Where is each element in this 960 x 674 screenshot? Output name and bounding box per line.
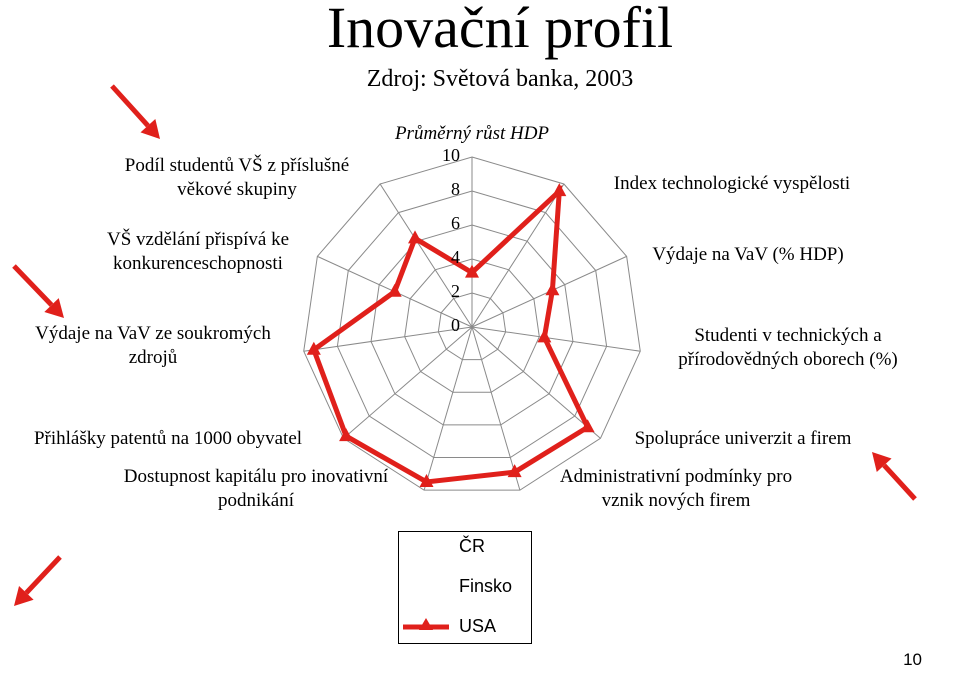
grid-spoke [303, 326, 473, 352]
grid-spoke [471, 326, 521, 491]
axis-label: Dostupnost kapitálu pro inovativní podnik… [124, 465, 388, 513]
grid-ring [437, 292, 507, 361]
grid-spoke [379, 183, 473, 328]
data-point [580, 419, 595, 433]
axis-label-line: Administrativní podmínky pro [559, 466, 793, 487]
axis-label-line: Průměrný růst HDP [394, 123, 550, 144]
axis-label: Výdaje na VaV (% HDP) [652, 243, 843, 267]
axis-label-line: Spolupráce univerzit a firem [634, 428, 852, 449]
tick-label: 10 [442, 145, 460, 165]
arrow-shaft [24, 555, 62, 595]
axis-label-line: konkurenceschopnosti [113, 253, 283, 274]
arrow-head [872, 452, 892, 473]
grid-ring [303, 156, 641, 491]
axis-label-line: Dostupnost kapitálu pro inovativní [123, 466, 389, 487]
arrow-shaft [110, 84, 150, 128]
radar-series [306, 183, 595, 487]
data-point [465, 264, 479, 278]
grid-spoke [343, 326, 473, 439]
grid-spoke [471, 326, 601, 439]
data-point [507, 464, 522, 478]
axis-label: Podíl studentů VŠ z příslušné věkové skup… [125, 154, 350, 202]
axis-label: Přihlášky patentů na 1000 obyvatel [34, 427, 302, 451]
axis-label-line: Studenti v technických a [694, 325, 882, 346]
axis-label-line: Výdaje na VaV ze soukromých [35, 323, 271, 344]
axis-label-line: Index technologické vyspělosti [613, 173, 851, 194]
arrow-head [14, 586, 34, 606]
tick-label: 6 [451, 213, 460, 233]
legend-item-cr: ČR [459, 536, 485, 556]
data-point [419, 473, 434, 487]
tick-label: 0 [451, 315, 460, 335]
data-point [387, 283, 402, 297]
axis-label-line: přírodovědných oborech (%) [678, 349, 898, 370]
page-title: Inovační profil [326, 0, 674, 60]
data-point [306, 341, 321, 355]
arrow-shaft [12, 264, 54, 307]
axis-label-line: VŠ vzdělání přispívá ke [106, 229, 290, 250]
grid-spoke [471, 326, 641, 352]
page-number: 10 [903, 650, 922, 669]
axis-label-line: Podíl studentů VŠ z příslušné [124, 155, 350, 176]
highlight-arrows [12, 84, 917, 606]
source-subtitle: Zdroj: Světová banka, 2003 [366, 66, 634, 92]
data-point [545, 282, 560, 296]
legend-item-usa: USA [459, 616, 497, 636]
legend: ČR Finsko USA [398, 531, 532, 644]
legend-usa-swatch [403, 618, 449, 630]
axis-label: Výdaje na VaV ze soukromých zdrojů [35, 322, 271, 370]
legend-item-finsko: Finsko [459, 576, 513, 596]
grid-spoke [471, 183, 565, 328]
axis-label: VŠ vzdělání přispívá ke konkurenceschopno… [107, 228, 289, 276]
axis-label-line: vznik nových firem [601, 490, 751, 511]
axis-label-line: věkové skupiny [177, 179, 297, 200]
series-line-usa [310, 184, 591, 485]
axis-label: Spolupráce univerzit a firem [635, 427, 852, 451]
data-point [408, 230, 423, 244]
grid-ring [370, 224, 574, 426]
data-point [552, 183, 567, 197]
axis-label: Administrativní podmínky pro vznik nových… [560, 465, 792, 513]
grid-ring [336, 190, 608, 458]
data-point [537, 329, 552, 343]
axis-label: Průměrný růst HDP [395, 122, 549, 146]
grid-spoke [423, 326, 473, 491]
tick-label: 4 [451, 247, 460, 267]
grid-ring [404, 258, 540, 393]
arrow-head [44, 298, 64, 318]
axis-label-line: podnikání [218, 490, 294, 511]
arrow-head [140, 118, 160, 139]
axis-label: Index technologické vyspělosti [614, 172, 850, 196]
tick-label: 2 [451, 281, 460, 301]
axis-label-line: zdrojů [128, 347, 178, 368]
data-point [339, 428, 354, 442]
tick-label: 8 [451, 179, 460, 199]
axis-label: Studenti v technických a přírodovědných o… [678, 324, 897, 372]
arrow-shaft [882, 463, 917, 501]
axis-label-line: Výdaje na VaV (% HDP) [652, 244, 844, 265]
axis-label-line: Přihlášky patentů na 1000 obyvatel [33, 428, 303, 449]
